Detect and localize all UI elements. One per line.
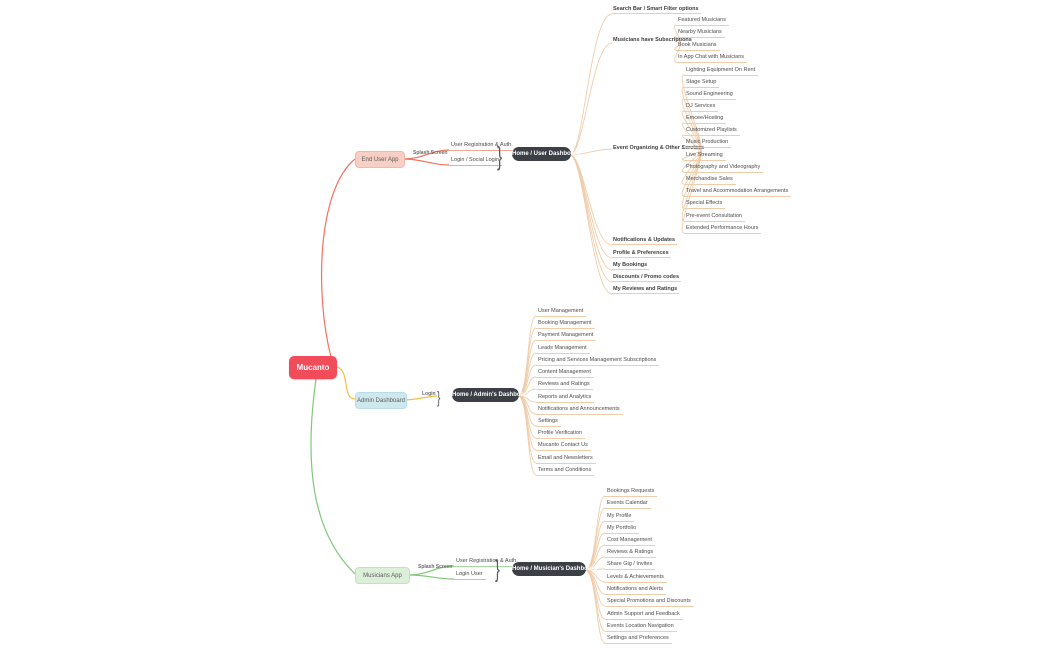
leaf-pricing-services-subscriptions[interactable]: Pricing and Services Management Subscrip… xyxy=(536,357,660,366)
hub-admin-dashboard[interactable]: Home / Admin's Dashboard xyxy=(452,388,530,402)
leaf-merchandise-sales[interactable]: Merchandise Sales xyxy=(684,176,736,185)
leaf-book-musicians[interactable]: Book Musicians xyxy=(676,42,720,51)
leaf-emcee-hosting[interactable]: Emcee/Hosting xyxy=(684,115,727,124)
leaf-stage-setup[interactable]: Stage Setup xyxy=(684,79,720,88)
leaf-customized-playlists[interactable]: Customized Playlists xyxy=(684,127,740,136)
topic-event-organizing-services[interactable]: Event Organizing & Other Services xyxy=(613,145,705,151)
leaf-payment-management[interactable]: Payment Management xyxy=(536,332,597,341)
leaf-special-effects[interactable]: Special Effects xyxy=(684,200,726,209)
admin-dashboard-fan xyxy=(517,315,537,476)
summary-brace-user[interactable]: } xyxy=(497,141,503,171)
leaf-levels-achievements[interactable]: Levels & Achievements xyxy=(605,574,667,583)
leaf-share-gig-invites[interactable]: Share Gig / Invites xyxy=(605,561,656,570)
leaf-my-profile[interactable]: My Profile xyxy=(605,513,635,522)
leaf-notifications-alerts[interactable]: Notifications and Alerts xyxy=(605,586,666,595)
leaf-music-production[interactable]: Music Production xyxy=(684,139,732,148)
edge-label-login-admin[interactable]: Login xyxy=(422,391,436,397)
leaf-sound-engineering[interactable]: Sound Engineering xyxy=(684,91,736,100)
leaf-terms-conditions[interactable]: Terms and Conditions xyxy=(536,467,595,476)
leaf-bookings-requests[interactable]: Bookings Requests xyxy=(605,488,658,497)
leaf-cost-management[interactable]: Cost Management xyxy=(605,537,655,546)
branch-end-user-app[interactable]: End User App xyxy=(355,151,405,168)
leaf-pre-event-consultation[interactable]: Pre-event Consultation xyxy=(684,213,745,222)
leaf-photography-videography[interactable]: Photography and Videography xyxy=(684,164,764,173)
topic-notifications-updates[interactable]: Notifications & Updates xyxy=(612,237,678,245)
leaf-dj-services[interactable]: DJ Services xyxy=(684,103,719,112)
musicians-dashboard-fan xyxy=(584,495,606,644)
leaf-profile-verification[interactable]: Profile Verification xyxy=(536,430,586,439)
topic-my-bookings[interactable]: My Bookings xyxy=(612,262,650,270)
leaf-leads-management[interactable]: Leads Management xyxy=(536,345,590,354)
end-user-branch-lines xyxy=(320,149,450,358)
leaf-extended-performance-hours[interactable]: Extended Performance Hours xyxy=(684,225,762,234)
leaf-admin-support-feedback[interactable]: Admin Support and Feedback xyxy=(605,611,683,620)
leaf-user-registration-auth-musician[interactable]: User Registration & Auth. xyxy=(454,558,521,567)
leaf-reports-analytics[interactable]: Reports and Analytics xyxy=(536,394,595,403)
leaf-booking-management[interactable]: Booking Management xyxy=(536,320,595,329)
musicians-branch-lines xyxy=(310,378,455,580)
root-node-mucanto[interactable]: Mucanto xyxy=(289,356,337,379)
topic-discounts-promo-codes[interactable]: Discounts / Promo codes xyxy=(612,274,682,282)
leaf-reviews-ratings-admin[interactable]: Reviews and Ratings xyxy=(536,381,593,390)
edge-label-splash-screen-musician[interactable]: Splash Screen xyxy=(418,564,453,570)
leaf-settings-preferences[interactable]: Settings and Preferences xyxy=(605,635,672,644)
leaf-notifications-announcements[interactable]: Notifications and Announcements xyxy=(536,406,623,415)
topic-my-reviews-ratings[interactable]: My Reviews and Ratings xyxy=(612,286,680,294)
leaf-login-social-login[interactable]: Login / Social Login xyxy=(449,157,503,166)
leaf-user-registration-auth[interactable]: User Registration & Auth. xyxy=(449,142,516,151)
leaf-content-management[interactable]: Content Management xyxy=(536,369,594,378)
branch-admin-dashboard[interactable]: Admin Dashboard xyxy=(355,392,407,409)
leaf-lighting-equipment[interactable]: Lighting Equipment On Rent xyxy=(684,67,759,76)
summary-brace-musician[interactable]: } xyxy=(495,556,500,583)
summary-brace-admin[interactable]: } xyxy=(437,388,441,407)
leaf-email-newsletters[interactable]: Email and Newsletters xyxy=(536,455,596,464)
leaf-events-location-navigation[interactable]: Events Location Navigation xyxy=(605,623,677,632)
hub-user-dashboard[interactable]: Home / User Dashboard xyxy=(512,147,580,161)
hub-musician-dashboard[interactable]: Home / Musician's Dashboard xyxy=(512,562,597,576)
leaf-reviews-ratings-musician[interactable]: Reviews & Ratings xyxy=(605,549,657,558)
leaf-mucanto-contact-us[interactable]: Mucanto Contact Us xyxy=(536,442,591,451)
leaf-special-promotions-discounts[interactable]: Special Promotions and Discounts xyxy=(605,598,694,607)
leaf-in-app-chat[interactable]: In App Chat with Musicians xyxy=(676,54,748,63)
topic-search-bar-smart-filter[interactable]: Search Bar / Smart Filter options xyxy=(612,6,701,14)
leaf-login-user[interactable]: Login User xyxy=(454,571,486,580)
topic-profile-preferences[interactable]: Profile & Preferences xyxy=(612,250,671,258)
topic-musicians-subscriptions[interactable]: Musicians have Subscriptions xyxy=(613,37,692,43)
leaf-travel-accommodation[interactable]: Travel and Accommodation Arrangements xyxy=(684,188,792,197)
leaf-settings-admin[interactable]: Settings xyxy=(536,418,561,427)
leaf-featured-musicians[interactable]: Featured Musicians xyxy=(676,17,729,26)
leaf-events-calendar[interactable]: Events Calendar xyxy=(605,500,651,509)
leaf-user-management[interactable]: User Management xyxy=(536,308,587,317)
leaf-nearby-musicians[interactable]: Nearby Musicians xyxy=(676,29,725,38)
user-dashboard-fan xyxy=(569,13,702,295)
leaf-my-portfolio[interactable]: My Portfolio xyxy=(605,525,640,534)
edge-label-splash-screen-user[interactable]: Splash Screen xyxy=(413,150,448,156)
branch-musicians-app[interactable]: Musicians App xyxy=(355,567,410,584)
leaf-live-streaming[interactable]: Live Streaming xyxy=(684,152,726,161)
